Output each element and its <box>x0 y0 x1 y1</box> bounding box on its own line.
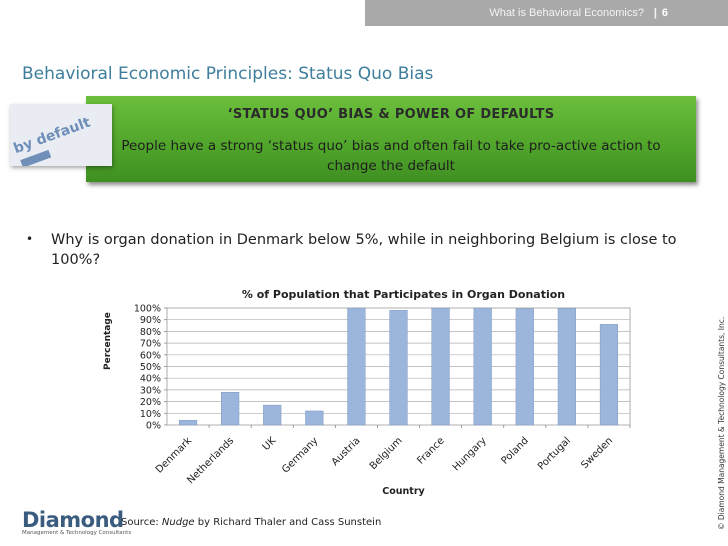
x-tick-label: Hungary <box>451 435 489 473</box>
by-default-text: by default <box>11 114 93 158</box>
y-tick-label: 90% <box>140 315 161 326</box>
x-tick-label: Belgium <box>368 435 405 472</box>
y-tick-label: 10% <box>140 409 161 420</box>
y-tick-label: 30% <box>140 385 161 396</box>
bullet-marker: • <box>26 232 34 246</box>
organ-donation-chart: % of Population that Participates in Org… <box>134 288 631 497</box>
x-tick-label: Poland <box>500 435 531 466</box>
page-number: 6 <box>661 7 668 19</box>
x-tick-label: Denmark <box>154 435 194 475</box>
logo-subtitle: Management & Technology Consultants <box>22 530 132 536</box>
x-tick-label: Sweden <box>579 435 615 471</box>
y-tick-label: 80% <box>140 327 161 338</box>
x-tick-label: France <box>415 435 446 466</box>
bullet-question: Why is organ donation in Denmark below 5… <box>51 232 677 268</box>
callout-body: People have a strong ‘status quo’ bias a… <box>121 138 661 174</box>
bar-poland <box>515 308 534 426</box>
y-tick-label: 60% <box>140 350 161 361</box>
by-default-key-icon: by default <box>12 108 112 166</box>
y-tick-label: 20% <box>140 397 161 408</box>
y-tick-label: 70% <box>140 339 161 350</box>
bar-france <box>431 307 450 426</box>
bar-netherlands <box>221 391 240 426</box>
chart-y-axis-label: Percentage <box>103 312 113 370</box>
slide-title: Behavioral Economic Principles: Status Q… <box>22 64 434 84</box>
callout-box: ‘STATUS QUO’ BIAS & POWER OF DEFAULTS Pe… <box>86 96 696 182</box>
section-title: What is Behavioral Economics? <box>489 7 644 19</box>
bar-uk <box>263 404 282 426</box>
copyright-notice: © Diamond Management & Technology Consul… <box>717 316 726 530</box>
header-bar: What is Behavioral Economics? | 6 <box>365 0 728 26</box>
source-citation: Source: Nudge by Richard Thaler and Cass… <box>121 517 381 528</box>
bar-belgium <box>389 310 408 426</box>
source-title: Nudge <box>161 517 195 528</box>
x-tick-label: Germany <box>280 435 320 475</box>
header-separator: | <box>653 7 657 19</box>
chart-title: % of Population that Participates in Org… <box>242 288 565 301</box>
source-suffix: by Richard Thaler and Cass Sunstein <box>197 517 382 528</box>
y-tick-label: 100% <box>134 304 161 315</box>
x-tick-label: Portugal <box>536 435 573 472</box>
x-tick-label: Austria <box>330 435 363 468</box>
bar-denmark <box>178 420 198 426</box>
source-prefix: Source: <box>121 517 159 528</box>
y-tick-label: 50% <box>140 362 161 373</box>
bar-germany <box>305 410 324 426</box>
callout-heading: ‘STATUS QUO’ BIAS & POWER OF DEFAULTS <box>227 107 555 122</box>
logo-name: Diamond <box>22 508 124 532</box>
y-tick-label: 40% <box>140 374 161 385</box>
y-tick-label: 0% <box>146 421 161 432</box>
bar-austria <box>347 307 366 426</box>
bar-hungary <box>473 307 492 426</box>
bar-portugal <box>557 308 576 426</box>
by-default-image: by default <box>10 104 112 166</box>
diamond-logo: Diamond Management & Technology Consulta… <box>22 508 131 536</box>
chart-x-axis-label: Country <box>382 486 425 497</box>
x-tick-label: UK <box>261 435 279 453</box>
bar-sweden <box>599 324 619 426</box>
